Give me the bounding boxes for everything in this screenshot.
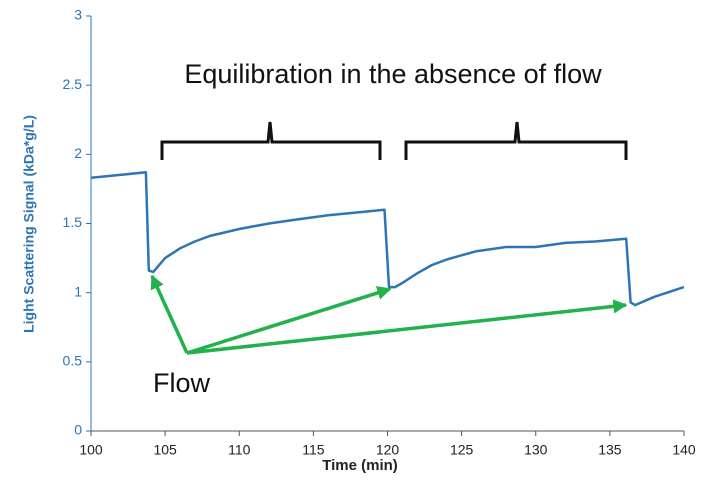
y-tick-label: 1.5: [63, 214, 83, 230]
y-tick-label: 0.5: [63, 353, 83, 369]
arrow: [186, 286, 392, 355]
y-axis-label: Light Scattering Signal (kDa*g/L): [21, 115, 37, 333]
x-tick-label: 100: [79, 442, 103, 458]
x-tick-label: 110: [228, 442, 251, 458]
y-tick-label: 1: [74, 283, 82, 299]
brace: [404, 121, 628, 160]
y-tick-label: 2: [74, 145, 82, 161]
x-axis-label: Time (min): [322, 457, 398, 474]
x-tick-label: 135: [598, 442, 622, 458]
y-tick-label: 0: [74, 422, 82, 438]
annotation: Flow: [153, 368, 211, 398]
x-tick-label: 105: [153, 442, 177, 458]
annotation: Equilibration in the absence of flow: [184, 59, 602, 89]
y-tick-label: 2.5: [63, 76, 83, 92]
arrow: [186, 299, 628, 355]
brace: [160, 121, 382, 160]
x-tick-label: 115: [302, 442, 325, 458]
x-tick-label: 130: [524, 442, 548, 458]
x-tick-label: 140: [672, 442, 696, 458]
x-tick-label: 120: [376, 442, 400, 458]
arrow: [150, 274, 189, 354]
x-tick-label: 125: [450, 442, 474, 458]
arrows: [150, 274, 628, 355]
data-line: [90, 171, 685, 307]
y-tick-label: 3: [74, 7, 82, 23]
